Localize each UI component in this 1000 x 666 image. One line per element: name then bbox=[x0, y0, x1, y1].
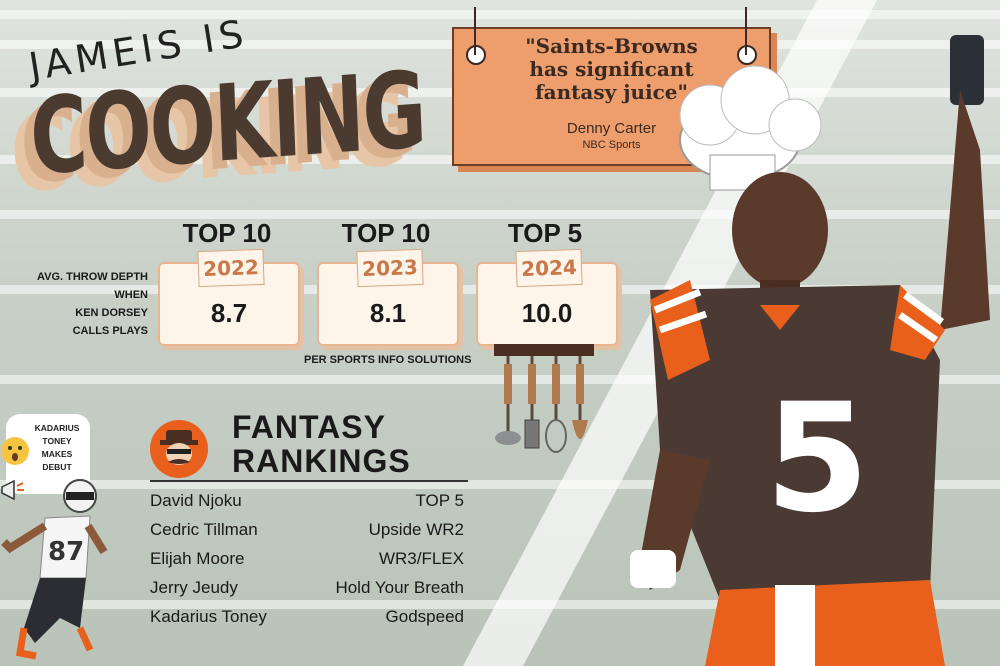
throw-depth-label: AVG. THROW DEPTH WHEN KEN DORSEY CALLS P… bbox=[36, 271, 148, 337]
kitchen-utensils-icon bbox=[494, 344, 594, 453]
player-rank: Upside WR2 bbox=[368, 520, 464, 539]
player-name: David Njoku bbox=[150, 491, 242, 510]
pin-icon bbox=[466, 7, 486, 65]
player-name: Cedric Tillman bbox=[150, 520, 258, 539]
stat-rank: TOP 10 bbox=[182, 218, 272, 248]
stat-rank: TOP 10 bbox=[341, 218, 431, 248]
source-note: PER SPORTS INFO SOLUTIONS bbox=[304, 354, 472, 366]
fantasy-title: FANTASY RANKINGS bbox=[232, 409, 411, 479]
player-name: Kadarius Toney bbox=[150, 607, 267, 626]
pin-icon bbox=[737, 7, 757, 65]
year-tag: 2023 bbox=[356, 248, 424, 288]
stat-rank: TOP 5 bbox=[507, 218, 583, 248]
divider bbox=[150, 480, 468, 482]
svg-text:5: 5 bbox=[765, 372, 869, 546]
stat-value: 8.1 bbox=[369, 298, 407, 328]
player-rank: Hold Your Breath bbox=[335, 578, 464, 597]
player-name: Jerry Jeudy bbox=[150, 578, 238, 597]
chef-mascot-icon bbox=[150, 420, 208, 478]
player-name: Elijah Moore bbox=[150, 549, 245, 568]
stat-card-2022: 2022 8.7 bbox=[158, 248, 300, 346]
quote-source: NBC Sports bbox=[582, 139, 641, 151]
svg-text:87: 87 bbox=[48, 537, 84, 567]
stat-value: 10.0 bbox=[521, 298, 573, 328]
receiver-player-figure: 87 bbox=[1, 479, 108, 660]
quarterback-player-figure: 5 bbox=[630, 35, 990, 666]
player-rank: WR3/FLEX bbox=[378, 549, 464, 568]
year-tag: 2022 bbox=[197, 248, 265, 288]
quote-text: "Saints-Browns has significant fantasy j… bbox=[525, 34, 698, 104]
player-rank: TOP 5 bbox=[415, 491, 464, 510]
stat-card-2023: 2023 8.1 bbox=[317, 248, 459, 346]
stat-card-2024: 2024 10.0 bbox=[476, 248, 618, 346]
player-rank: Godspeed bbox=[385, 607, 464, 626]
chef-hat-icon bbox=[679, 65, 822, 191]
surprised-emoji-icon bbox=[1, 437, 29, 465]
quote-author: Denny Carter bbox=[566, 120, 657, 137]
stat-value: 8.7 bbox=[210, 298, 248, 328]
megaphone-icon bbox=[1, 479, 24, 501]
